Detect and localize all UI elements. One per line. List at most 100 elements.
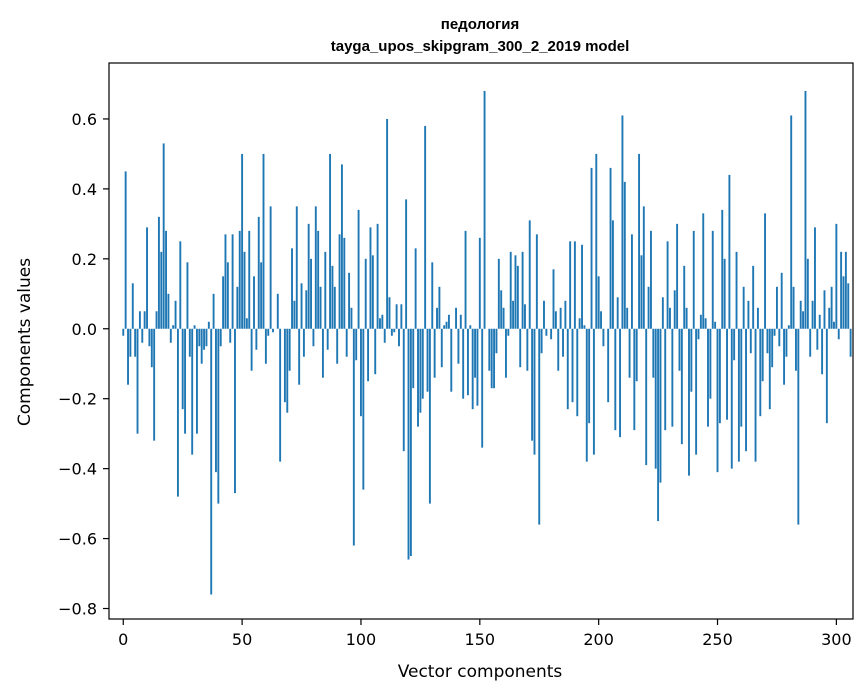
bar	[417, 328, 419, 427]
bar	[566, 328, 569, 410]
bar	[804, 90, 807, 329]
bar	[393, 328, 396, 333]
bar	[780, 272, 783, 329]
bar	[362, 328, 365, 490]
bar	[554, 311, 557, 329]
bar	[709, 328, 712, 399]
bar	[543, 300, 545, 329]
bar	[264, 328, 267, 364]
bar	[521, 251, 524, 329]
bar	[638, 153, 641, 329]
bar	[196, 328, 198, 434]
bar	[371, 255, 374, 329]
bar	[127, 328, 129, 385]
x-tick-label: 0	[118, 630, 128, 649]
x-axis-ticks: 0 50 100 150 200 250 300	[118, 619, 852, 649]
bar	[488, 328, 491, 371]
bar	[379, 318, 381, 329]
bar	[386, 118, 389, 329]
bar	[457, 328, 460, 364]
bar	[756, 307, 759, 329]
bar	[459, 314, 462, 329]
bar	[809, 328, 812, 357]
bar	[609, 167, 612, 329]
bar	[167, 293, 170, 329]
bar	[659, 328, 662, 483]
bar	[771, 328, 774, 368]
bar	[360, 328, 362, 417]
bar	[535, 234, 538, 329]
bar	[436, 307, 438, 329]
bar	[730, 328, 733, 469]
bar	[490, 328, 493, 389]
bar	[471, 328, 474, 410]
bar	[298, 328, 301, 385]
bar	[533, 328, 536, 455]
bar	[695, 328, 698, 455]
bar	[787, 325, 790, 329]
bar	[367, 328, 370, 382]
bar	[737, 328, 740, 462]
bar	[704, 318, 707, 329]
bar	[124, 171, 127, 329]
bar	[623, 181, 626, 329]
bar	[697, 328, 700, 340]
bar	[761, 328, 764, 382]
bar	[728, 174, 731, 329]
bar	[571, 328, 574, 403]
bar	[165, 230, 167, 329]
bar	[514, 255, 517, 329]
bar	[806, 258, 809, 329]
bar	[759, 328, 762, 417]
bar	[286, 328, 289, 413]
bar	[538, 328, 541, 525]
bar	[775, 286, 778, 329]
bar	[398, 328, 400, 347]
bar	[585, 328, 588, 462]
bar	[657, 328, 660, 522]
bar	[519, 328, 522, 368]
bar	[226, 262, 229, 329]
bar	[243, 251, 246, 329]
bar	[835, 223, 838, 329]
bar	[148, 328, 151, 347]
bar	[267, 328, 270, 336]
bar	[562, 328, 564, 357]
bar	[581, 244, 583, 329]
chart-subtitle: tayga_upos_skipgram_300_2_2019 model	[331, 38, 630, 55]
bar	[764, 213, 766, 329]
bar	[509, 251, 512, 329]
bar	[821, 328, 824, 375]
bar	[134, 328, 137, 357]
bar	[210, 328, 213, 595]
bar	[849, 328, 852, 357]
bar	[364, 258, 367, 329]
x-tick-label: 300	[821, 630, 852, 649]
bar	[255, 328, 258, 350]
bar	[847, 283, 850, 329]
bar	[790, 115, 793, 329]
bar	[540, 328, 543, 354]
bar	[345, 328, 348, 357]
bar	[718, 328, 721, 424]
bar	[374, 328, 377, 375]
bar	[507, 328, 510, 336]
bar	[635, 328, 638, 382]
bar	[749, 328, 752, 354]
bar	[645, 328, 648, 466]
bar	[352, 328, 355, 546]
bar	[357, 209, 360, 329]
bar	[642, 206, 645, 329]
bar	[445, 321, 448, 329]
bar	[795, 328, 797, 371]
bar	[150, 328, 153, 368]
bar	[155, 311, 158, 329]
bar	[552, 269, 555, 329]
bar	[136, 328, 139, 434]
bar	[414, 248, 417, 329]
bar	[545, 328, 548, 336]
bar	[262, 153, 265, 329]
bar	[619, 328, 621, 438]
bar	[431, 262, 434, 329]
